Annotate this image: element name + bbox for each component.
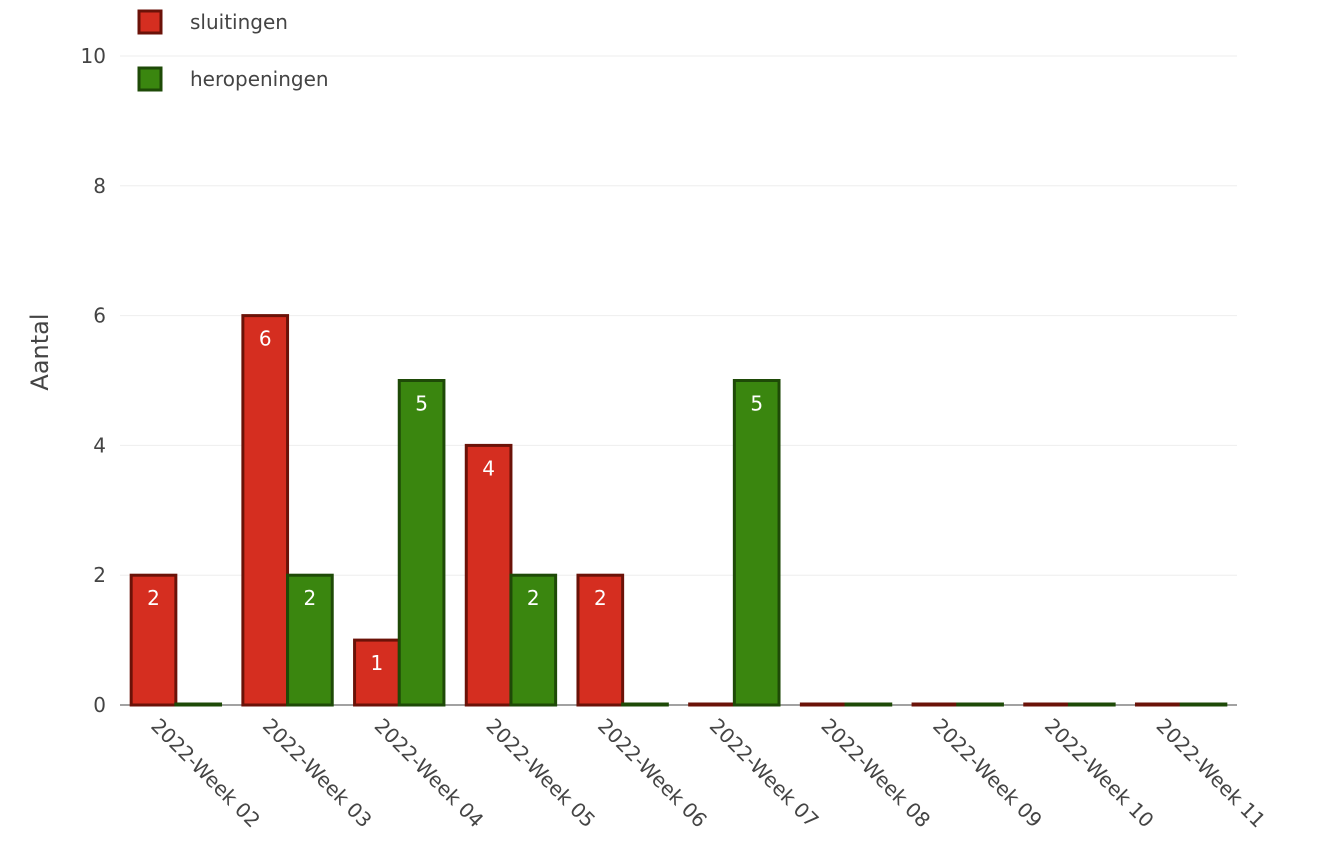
bar-value-label: 2 — [594, 586, 607, 610]
bar-sluitingen-6[interactable] — [799, 702, 848, 707]
bar-heropeningen-8[interactable] — [1067, 702, 1116, 707]
x-tick-label: 2022-Week 07 — [705, 714, 824, 833]
legend-label-heropeningen[interactable]: heropeningen — [190, 67, 329, 91]
bar-value-label: 4 — [482, 456, 495, 480]
x-tick-label: 2022-Week 09 — [928, 714, 1047, 833]
bar-heropeningen-6[interactable] — [844, 702, 893, 707]
x-tick-label: 2022-Week 02 — [146, 714, 265, 833]
bar-value-label: 2 — [147, 586, 160, 610]
y-axis-ticks: 0 2 4 6 8 10 — [81, 44, 106, 717]
x-tick-label: 2022-Week 05 — [481, 714, 600, 833]
bar-sluitingen-9[interactable] — [1134, 702, 1183, 707]
y-axis-title: Aantal — [26, 313, 54, 390]
bar-heropeningen-5[interactable] — [732, 379, 781, 707]
x-tick-label: 2022-Week 08 — [817, 714, 936, 833]
bar-heropeningen-3[interactable] — [509, 573, 558, 707]
legend-label-sluitingen[interactable]: sluitingen — [190, 10, 288, 34]
bar-heropeningen-4[interactable] — [621, 702, 669, 707]
bar-sluitingen-7[interactable] — [911, 702, 960, 707]
bar-sluitingen-3[interactable] — [464, 443, 513, 707]
legend-swatch-sluitingen[interactable] — [137, 9, 163, 35]
bar-heropeningen-1[interactable] — [286, 573, 334, 707]
bar-value-label: 5 — [750, 392, 763, 416]
bar-labels: 2 6 2 1 5 4 2 2 5 — [147, 327, 763, 675]
bar-sluitingen-8[interactable] — [1023, 702, 1071, 707]
y-tick-label: 4 — [93, 433, 106, 457]
y-tick-label: 0 — [93, 693, 106, 717]
x-tick-label: 2022-Week 03 — [258, 714, 377, 833]
y-tick-label: 8 — [93, 174, 106, 198]
bars — [129, 314, 1228, 707]
bar-sluitingen-4[interactable] — [576, 573, 625, 707]
bar-sluitingen-5[interactable] — [688, 702, 736, 707]
bar-value-label: 1 — [371, 651, 384, 675]
bar-value-label: 5 — [415, 392, 428, 416]
legend[interactable]: sluitingen heropeningen — [137, 9, 329, 92]
x-tick-label: 2022-Week 10 — [1040, 714, 1159, 833]
x-tick-label: 2022-Week 04 — [370, 714, 489, 833]
legend-swatch-heropeningen[interactable] — [137, 66, 163, 92]
bar-heropeningen-2[interactable] — [397, 379, 446, 707]
x-tick-label: 2022-Week 06 — [593, 714, 712, 833]
bar-value-label: 2 — [527, 586, 540, 610]
bar-heropeningen-9[interactable] — [1179, 702, 1228, 707]
bar-sluitingen-0[interactable] — [129, 573, 178, 707]
y-tick-label: 6 — [93, 304, 106, 328]
bar-value-label: 6 — [259, 327, 272, 351]
y-tick-label: 10 — [81, 44, 106, 68]
x-tick-label: 2022-Week 11 — [1152, 714, 1271, 833]
bar-sluitingen-1[interactable] — [241, 314, 290, 707]
bar-value-label: 2 — [304, 586, 317, 610]
bar-heropeningen-0[interactable] — [174, 702, 223, 707]
bar-heropeningen-7[interactable] — [956, 702, 1004, 707]
y-tick-label: 2 — [93, 563, 106, 587]
